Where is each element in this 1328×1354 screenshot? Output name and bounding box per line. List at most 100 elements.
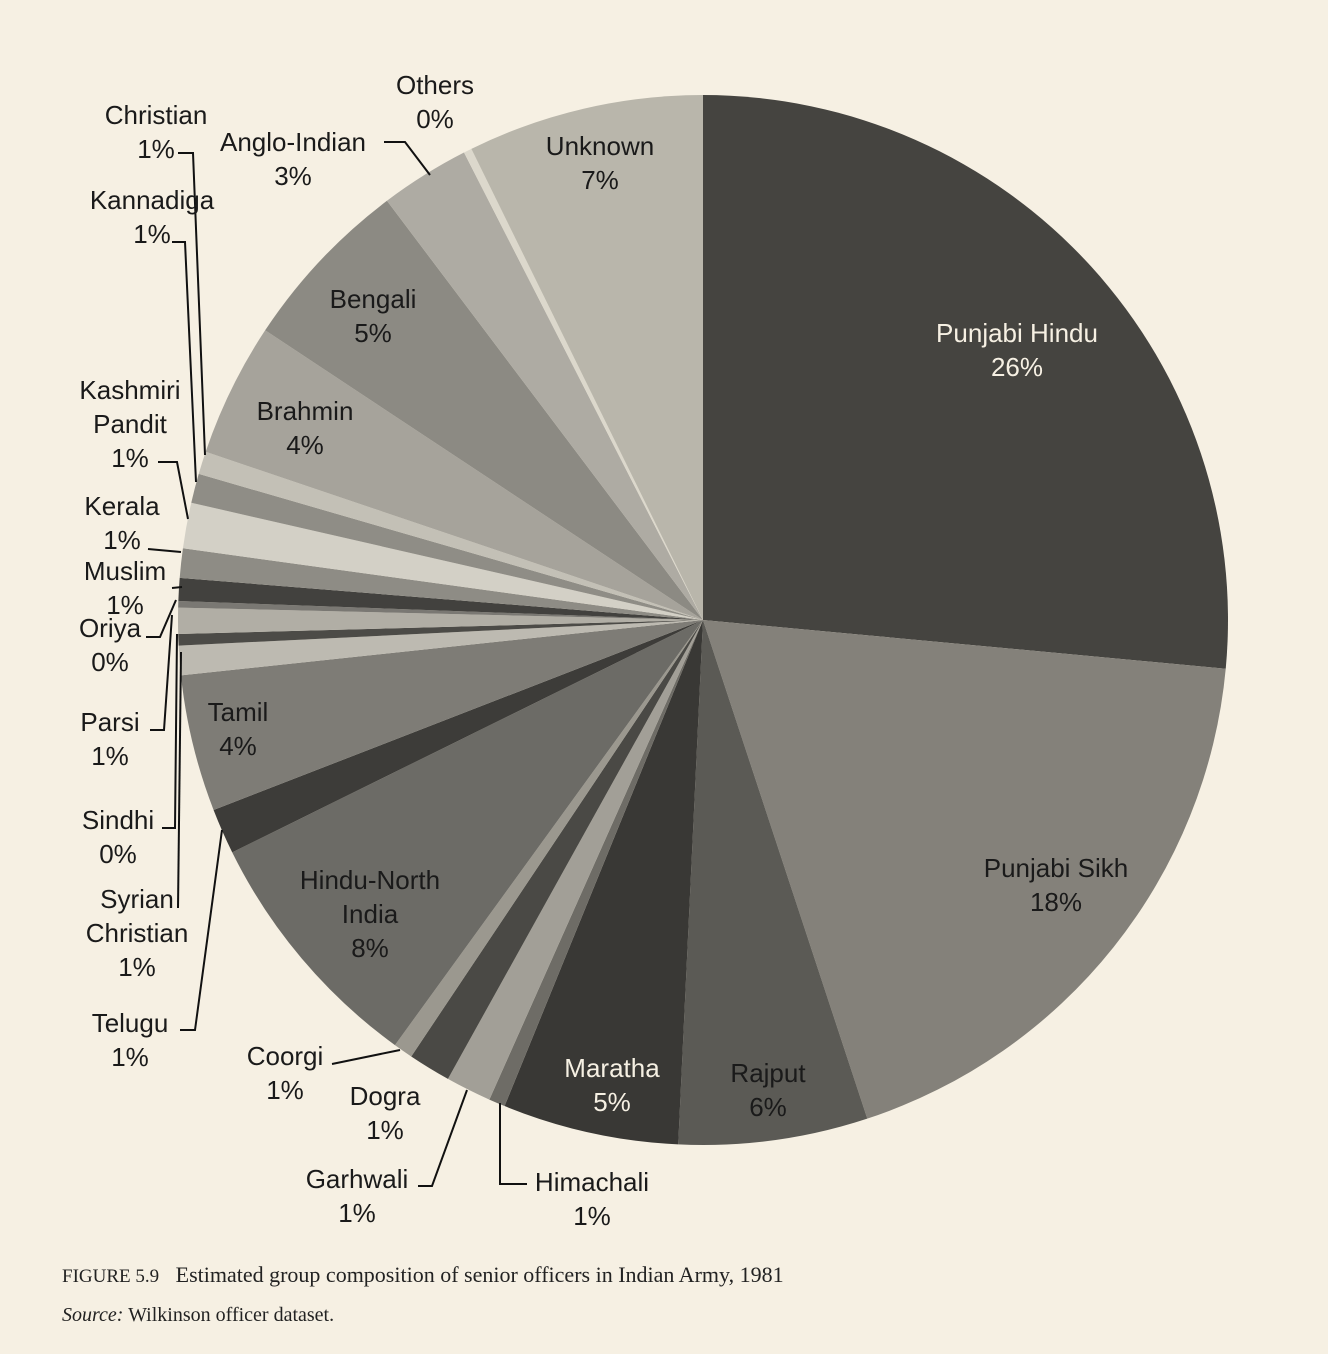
category-label: Christian	[104, 100, 208, 130]
value-label: 1%	[118, 952, 156, 982]
leader-line	[180, 829, 223, 1031]
slice-label: Punjabi Hindu 26%	[936, 316, 1098, 384]
pie-slice	[177, 607, 703, 635]
chart-title: Estimated group composition of senior of…	[175, 1262, 784, 1287]
category-label: Syrian Christian	[85, 884, 189, 948]
pie-slice	[180, 620, 703, 810]
slice-label: Garhwali 1%	[306, 1162, 409, 1230]
slice-label: Tamil 4%	[208, 695, 269, 763]
category-label: Garhwali	[305, 1164, 409, 1194]
pie-slice	[703, 620, 1226, 1119]
value-label: 5%	[593, 1087, 631, 1117]
value-label: 0%	[99, 839, 137, 869]
value-label: 1%	[266, 1075, 304, 1105]
caption: FIGURE 5.9 Estimated group composition o…	[62, 1262, 784, 1288]
category-label: Hindu-North India	[299, 865, 441, 929]
value-label: 1%	[103, 525, 141, 555]
category-label: Anglo-Indian	[220, 127, 366, 157]
slice-label: Christian 1%	[105, 98, 208, 166]
category-label: Kannadiga	[89, 185, 215, 215]
leader-line	[499, 1103, 527, 1185]
slice-label: Himachali 1%	[535, 1165, 649, 1233]
value-label: 1%	[338, 1198, 376, 1228]
slice-label: Unknown 7%	[546, 129, 654, 197]
category-label: Himachali	[534, 1167, 650, 1197]
figure-number: FIGURE 5.9	[62, 1266, 160, 1287]
pie-slice	[232, 620, 703, 1046]
category-label: Punjabi Sikh	[983, 853, 1129, 883]
pie-slice	[394, 620, 703, 1057]
category-label: Oriya	[78, 613, 142, 643]
slice-label: Sindhi 0%	[82, 803, 154, 871]
slice-label: Hindu-North India 8%	[285, 863, 455, 965]
value-label: 4%	[286, 430, 324, 460]
value-label: 1%	[111, 443, 149, 473]
slice-label: Muslim 1%	[84, 554, 166, 622]
value-label: 5%	[354, 318, 392, 348]
slice-label: Kannadiga 1%	[90, 183, 214, 251]
pie-slice	[179, 548, 703, 620]
value-label: 7%	[581, 165, 619, 195]
slice-label: Kashmiri Pandit 1%	[65, 373, 195, 475]
value-label: 18%	[1029, 887, 1083, 917]
leader-line	[150, 614, 173, 731]
category-label: Others	[395, 70, 475, 100]
value-label: 1%	[573, 1201, 611, 1231]
leader-line	[178, 152, 206, 456]
category-label: Maratha	[564, 1053, 660, 1083]
pie-slice	[504, 620, 703, 1145]
slice-label: Maratha 5%	[564, 1051, 659, 1119]
slice-label: Anglo-Indian 3%	[220, 125, 366, 193]
category-label: Kerala	[84, 491, 160, 521]
pie-slice	[205, 330, 704, 620]
category-label: Parsi	[80, 707, 140, 737]
value-label: 1%	[366, 1115, 404, 1145]
slice-label: Dogra 1%	[350, 1079, 421, 1147]
leader-line	[171, 586, 183, 589]
pie-slice	[198, 451, 703, 620]
value-label: 0%	[416, 104, 454, 134]
leader-line	[331, 1049, 401, 1065]
category-label: Rajput	[730, 1058, 806, 1088]
value-label: 1%	[111, 1042, 149, 1072]
category-label: Dogra	[349, 1081, 421, 1111]
category-label: Punjabi Hindu	[936, 318, 1098, 348]
pie-slice	[489, 620, 703, 1107]
pie-slice	[178, 620, 704, 676]
source-label: Source:	[62, 1304, 124, 1326]
slice-label: Telugu 1%	[92, 1006, 169, 1074]
category-label: Brahmin	[256, 396, 354, 426]
pie-slice	[386, 152, 703, 621]
slice-label: Syrian Christian 1%	[72, 882, 202, 984]
category-label: Tamil	[207, 697, 269, 727]
leader-line	[158, 461, 189, 520]
category-label: Unknown	[545, 131, 655, 161]
slice-label: Others 0%	[396, 68, 474, 136]
value-label: 6%	[749, 1092, 787, 1122]
value-label: 1%	[133, 219, 171, 249]
value-label: 4%	[219, 731, 257, 761]
pie-slice	[265, 200, 703, 620]
value-label: 1%	[106, 590, 144, 620]
category-label: Kashmiri Pandit	[79, 375, 181, 439]
pie-slice	[703, 95, 1228, 669]
pie-slice	[182, 502, 704, 620]
value-label: 1%	[137, 134, 175, 164]
pie-slice	[178, 600, 703, 620]
leader-line	[177, 651, 182, 909]
pie-slice	[678, 620, 868, 1145]
slice-label: Parsi 1%	[80, 705, 139, 773]
source: Source: Wilkinson officer dataset.	[62, 1304, 334, 1327]
pie-slice	[471, 95, 703, 620]
slice-label: Oriya 0%	[79, 611, 141, 679]
slice-label: Rajput 6%	[730, 1056, 805, 1124]
category-label: Bengali	[329, 284, 417, 314]
category-label: Muslim	[83, 556, 167, 586]
category-label: Sindhi	[81, 805, 155, 835]
category-label: Telugu	[91, 1008, 169, 1038]
pie-slice	[463, 148, 703, 621]
value-label: 0%	[91, 647, 129, 677]
slice-label: Punjabi Sikh 18%	[984, 851, 1129, 919]
leader-line	[384, 141, 431, 176]
